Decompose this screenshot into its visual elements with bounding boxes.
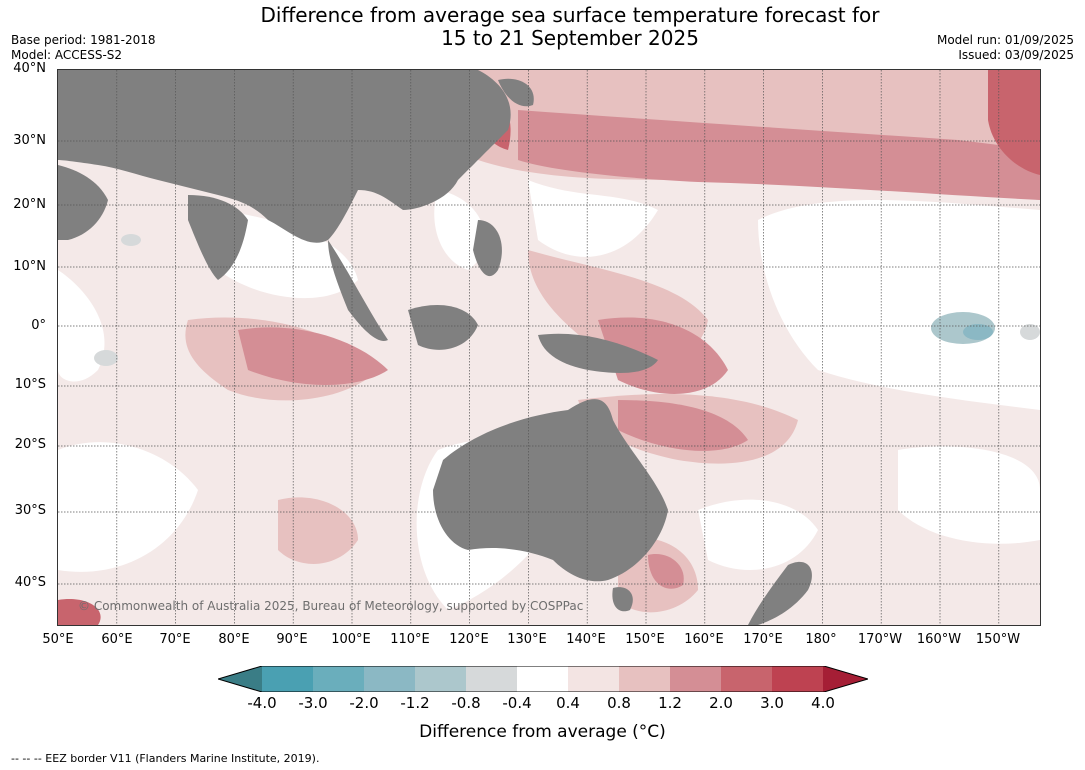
- anomaly-strongest-warm-northeast: [988, 70, 1040, 175]
- lon-label-150w: 150°W: [975, 632, 1021, 647]
- lon-label-120e: 120°E: [449, 632, 489, 647]
- anomaly-warm-south-indian-patch: [278, 497, 358, 564]
- colorbar-bin: [619, 666, 670, 692]
- lat-label-40n: 40°N: [13, 61, 46, 76]
- colorbar-tick: -3.0: [298, 694, 328, 712]
- lat-label-equator: 0°: [31, 318, 46, 333]
- colorbar-tick: -2.0: [349, 694, 379, 712]
- lon-label-170e: 170°E: [743, 632, 783, 647]
- anomaly-neutral-south-china-sea: [434, 190, 485, 270]
- colorbar-tick: -1.2: [400, 694, 430, 712]
- title-line-2: 15 to 21 September 2025: [441, 26, 699, 50]
- land-australia: [433, 399, 668, 582]
- colorbar-bin: [262, 666, 313, 692]
- colorbar-bin: [568, 666, 619, 692]
- colorbar-extend-low: [218, 666, 262, 692]
- meta-right: Model run: 01/09/2025 Issued: 03/09/2025: [937, 33, 1074, 63]
- lat-label-30s: 30°S: [14, 503, 46, 518]
- lon-label-140e: 140°E: [566, 632, 606, 647]
- lon-label-50e: 50°E: [42, 632, 74, 647]
- lat-label-40s: 40°S: [14, 575, 46, 590]
- lon-label-160w: 160°W: [916, 632, 962, 647]
- land-new-zealand: [748, 561, 812, 625]
- land-india: [188, 195, 248, 280]
- issued-date: Issued: 03/09/2025: [958, 48, 1074, 62]
- colorbar-tick: 3.0: [760, 694, 784, 712]
- lon-label-160e: 160°E: [684, 632, 724, 647]
- colorbar-tick: 2.0: [709, 694, 733, 712]
- map-title: Difference from average sea surface temp…: [0, 4, 1085, 50]
- colorbar-label: Difference from average (°C): [419, 722, 666, 742]
- colorbar-tick: -4.0: [247, 694, 277, 712]
- colorbar-bin: [517, 666, 568, 692]
- title-line-1: Difference from average sea surface temp…: [260, 3, 880, 27]
- map-svg: [58, 70, 1040, 625]
- colorbar-tick: 4.0: [811, 694, 835, 712]
- lat-label-10n: 10°N: [13, 259, 46, 274]
- model-run: Model run: 01/09/2025: [936, 33, 1074, 47]
- anomaly-neutral-west-indian: [58, 270, 105, 382]
- lon-label-90e: 90°E: [276, 632, 308, 647]
- anomaly-strong-warm-tasman-core: [648, 554, 684, 589]
- colorbar-tick: 0.4: [556, 694, 580, 712]
- land-japan: [498, 78, 534, 107]
- colorbar: [218, 666, 868, 692]
- lat-label-20s: 20°S: [14, 437, 46, 452]
- lat-label-30n: 30°N: [13, 133, 46, 148]
- colorbar-bin: [313, 666, 364, 692]
- anomaly-cool-west-indian: [94, 350, 118, 366]
- colorbar-bin: [364, 666, 415, 692]
- land-borneo: [408, 305, 478, 350]
- anomaly-strong-warm-kuroshio-extension: [518, 110, 1040, 200]
- sst-anomaly-map: © Commonwealth of Australia 2025, Bureau…: [57, 69, 1041, 626]
- land-asia: [58, 70, 511, 243]
- lon-label-170w: 170°W: [857, 632, 903, 647]
- copyright-notice: © Commonwealth of Australia 2025, Bureau…: [78, 599, 584, 613]
- anomaly-neutral-south-pacific: [898, 446, 1040, 544]
- anomaly-neutral-tasman-east: [698, 499, 818, 570]
- lon-label-60e: 60°E: [101, 632, 133, 647]
- anomaly-cool-east-edge: [1020, 324, 1040, 340]
- lon-label-100e: 100°E: [331, 632, 371, 647]
- colorbar-bin: [670, 666, 721, 692]
- base-period: Base period: 1981-2018: [11, 33, 156, 47]
- lon-label-130e: 130°E: [507, 632, 547, 647]
- anomaly-strong-warm-indian-equatorial: [238, 327, 388, 385]
- anomaly-neutral-central-pacific: [758, 200, 1040, 410]
- colorbar-extend-high: [823, 666, 868, 692]
- colorbar-tick: -0.4: [502, 694, 532, 712]
- colorbar-bin: [721, 666, 772, 692]
- anomaly-strong-warm-png: [598, 317, 728, 394]
- lon-label-150e: 150°E: [625, 632, 665, 647]
- anomaly-strong-warm-solomon: [618, 400, 748, 451]
- anomaly-cool-arabian-sea: [121, 234, 141, 246]
- land-new-guinea: [538, 333, 658, 373]
- anomaly-strongest-warm-southwest: [58, 599, 101, 625]
- land-philippines: [473, 220, 502, 277]
- eez-footnote: -- -- -- EEZ border V11 (Flanders Marine…: [11, 752, 320, 765]
- lon-label-80e: 80°E: [218, 632, 250, 647]
- anomaly-neutral-philippine-sea: [528, 180, 658, 257]
- lat-label-10s: 10°S: [14, 377, 46, 392]
- land-tasmania: [612, 587, 633, 612]
- colorbar-bin: [415, 666, 466, 692]
- anomaly-neutral-south-indian: [58, 442, 198, 572]
- lon-label-180: 180°: [805, 632, 837, 647]
- land-arabia: [58, 165, 108, 240]
- anomaly-neutral-bay-of-bengal: [218, 210, 358, 299]
- model-name: Model: ACCESS-S2: [11, 48, 123, 62]
- colorbar-tick: -0.8: [451, 694, 481, 712]
- lon-label-70e: 70°E: [159, 632, 191, 647]
- graticule: [58, 70, 1040, 625]
- lat-label-20n: 20°N: [13, 197, 46, 212]
- meta-left: Base period: 1981-2018 Model: ACCESS-S2: [11, 33, 156, 63]
- anomaly-cool-core: [963, 324, 993, 340]
- land-sumatra: [328, 240, 388, 341]
- colorbar-bin: [772, 666, 823, 692]
- lon-label-110e: 110°E: [390, 632, 430, 647]
- colorbar-tick: 0.8: [607, 694, 631, 712]
- colorbar-bin: [466, 666, 517, 692]
- colorbar-tick: 1.2: [658, 694, 682, 712]
